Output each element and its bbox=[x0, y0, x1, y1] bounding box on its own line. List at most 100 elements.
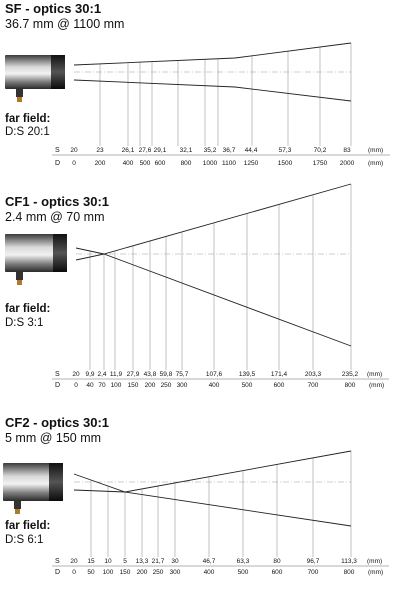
spot-size-value: 30 bbox=[171, 558, 179, 565]
spot-size-value: 20 bbox=[70, 558, 78, 565]
distance-value: 300 bbox=[170, 569, 181, 576]
distance-value: 150 bbox=[128, 382, 139, 389]
distance-value: 1750 bbox=[313, 160, 328, 167]
sensor-body bbox=[5, 55, 65, 89]
distance-unit: (mm) bbox=[368, 569, 383, 576]
far-field-value: D:S 6:1 bbox=[5, 534, 44, 546]
spot-size-unit: (mm) bbox=[367, 558, 382, 565]
far-field-label: far field: bbox=[5, 520, 51, 532]
row-label-d: D bbox=[55, 160, 60, 167]
spot-size-value: 20 bbox=[70, 147, 78, 154]
spot-size-value: 21,7 bbox=[152, 558, 165, 565]
row-label-s: S bbox=[55, 558, 60, 565]
distance-value: 1250 bbox=[244, 160, 259, 167]
distance-value: 800 bbox=[344, 569, 355, 576]
distance-value: 0 bbox=[72, 569, 76, 576]
beam-lower-edge bbox=[75, 253, 352, 347]
spot-size-value: 35,2 bbox=[204, 147, 217, 154]
spot-size-value: 59,8 bbox=[160, 371, 173, 378]
distance-value: 0 bbox=[74, 382, 78, 389]
panel-subtitle: 5 mm @ 150 mm bbox=[5, 431, 102, 445]
distance-value: 600 bbox=[155, 160, 166, 167]
distance-value: 1100 bbox=[222, 160, 236, 167]
beam-lower-edge bbox=[73, 79, 352, 102]
beam-upper-edge bbox=[75, 183, 352, 255]
spot-size-value: 5 bbox=[123, 558, 127, 565]
sensor-connector-tip bbox=[17, 97, 22, 102]
spot-size-value: 36,7 bbox=[223, 147, 236, 154]
spot-size-value: 20 bbox=[72, 371, 80, 378]
sensor-body bbox=[5, 234, 67, 272]
spot-size-value: 27,6 bbox=[139, 147, 152, 154]
panel-title: CF1 - optics 30:1 bbox=[5, 194, 110, 209]
panel-title: SF - optics 30:1 bbox=[5, 1, 102, 16]
row-label-d: D bbox=[55, 382, 60, 389]
distance-value: 200 bbox=[137, 569, 148, 576]
distance-value: 1000 bbox=[203, 160, 218, 167]
spot-size-value: 57,3 bbox=[279, 147, 292, 154]
spot-size-value: 46,7 bbox=[203, 558, 216, 565]
sensor-nose bbox=[53, 234, 67, 272]
row-label-d: D bbox=[55, 569, 60, 576]
spot-size-value: 9,9 bbox=[85, 371, 94, 378]
distance-value: 600 bbox=[274, 382, 285, 389]
spot-size-value: 32,1 bbox=[180, 147, 193, 154]
distance-value: 200 bbox=[145, 382, 156, 389]
panel-sf: SF - optics 30:1 36.7 mm @ 1100 mm far f… bbox=[0, 0, 406, 180]
panel-subtitle: 36.7 mm @ 1100 mm bbox=[5, 17, 125, 31]
panel-cf2: CF2 - optics 30:1 5 mm @ 150 mm far fiel… bbox=[0, 405, 406, 595]
panel-title: CF2 - optics 30:1 bbox=[5, 415, 110, 430]
distance-value: 150 bbox=[120, 569, 131, 576]
distance-value: 100 bbox=[103, 569, 114, 576]
distance-value: 1500 bbox=[278, 160, 293, 167]
optics-diagram-cf2: SD 20 15 10 5 13,3 21,7 30 46,7 63,3 80 96,7 113,3 (m… bbox=[3, 450, 389, 576]
distance-value: 600 bbox=[272, 569, 283, 576]
spot-size-unit: (mm) bbox=[368, 147, 383, 154]
distance-value: 400 bbox=[204, 569, 215, 576]
sensor-connector bbox=[16, 89, 23, 97]
distance-value: 0 bbox=[72, 160, 76, 167]
spot-size-value: 113,3 bbox=[341, 558, 357, 565]
sensor-connector bbox=[14, 501, 21, 509]
distance-value: 100 bbox=[111, 382, 122, 389]
beam-upper-edge bbox=[73, 450, 352, 493]
spot-size-value: 43,8 bbox=[144, 371, 157, 378]
sensor-body bbox=[3, 463, 63, 501]
spot-size-value: 83 bbox=[343, 147, 351, 154]
spot-size-value: 10 bbox=[104, 558, 112, 565]
panel-cf1: CF1 - optics 30:1 2.4 mm @ 70 mm far fie… bbox=[0, 183, 406, 398]
distance-value: 700 bbox=[308, 569, 319, 576]
sensor-connector bbox=[16, 272, 23, 280]
distance-value: 200 bbox=[95, 160, 106, 167]
spot-size-value: 2,4 bbox=[97, 371, 106, 378]
spot-size-unit: (mm) bbox=[367, 371, 382, 378]
sensor-nose bbox=[49, 463, 63, 501]
distance-value: 300 bbox=[177, 382, 188, 389]
spot-size-value: 23 bbox=[96, 147, 104, 154]
distance-value: 500 bbox=[238, 569, 249, 576]
distance-value: 70 bbox=[98, 382, 106, 389]
distance-unit: (mm) bbox=[369, 382, 384, 389]
far-field-value: D:S 3:1 bbox=[5, 317, 44, 329]
distance-value: 50 bbox=[87, 569, 95, 576]
spot-size-value: 44,4 bbox=[245, 147, 258, 154]
spot-size-value: 63,3 bbox=[237, 558, 250, 565]
distance-value: 500 bbox=[242, 382, 253, 389]
spot-size-value: 26,1 bbox=[122, 147, 135, 154]
distance-value: 250 bbox=[153, 569, 164, 576]
distance-unit: (mm) bbox=[368, 160, 383, 167]
far-field-label: far field: bbox=[5, 113, 51, 125]
sensor-connector-tip bbox=[15, 509, 20, 514]
row-label-s: S bbox=[55, 371, 60, 378]
optics-diagram-cf1: SD 20 9,9 2,4 11,9 27,9 43,8 59,8 75,7 107,6 139,5… bbox=[5, 183, 389, 389]
distance-value: 400 bbox=[123, 160, 134, 167]
distance-value: 250 bbox=[161, 382, 172, 389]
distance-value: 500 bbox=[140, 160, 151, 167]
spot-size-value: 70,2 bbox=[314, 147, 327, 154]
row-label-s: S bbox=[55, 147, 60, 154]
far-field-value: D:S 20:1 bbox=[5, 126, 50, 138]
beam-upper-edge bbox=[73, 42, 352, 66]
panel-subtitle: 2.4 mm @ 70 mm bbox=[5, 210, 105, 224]
sensor-connector-tip bbox=[17, 280, 22, 285]
spot-size-value: 171,4 bbox=[271, 371, 288, 378]
